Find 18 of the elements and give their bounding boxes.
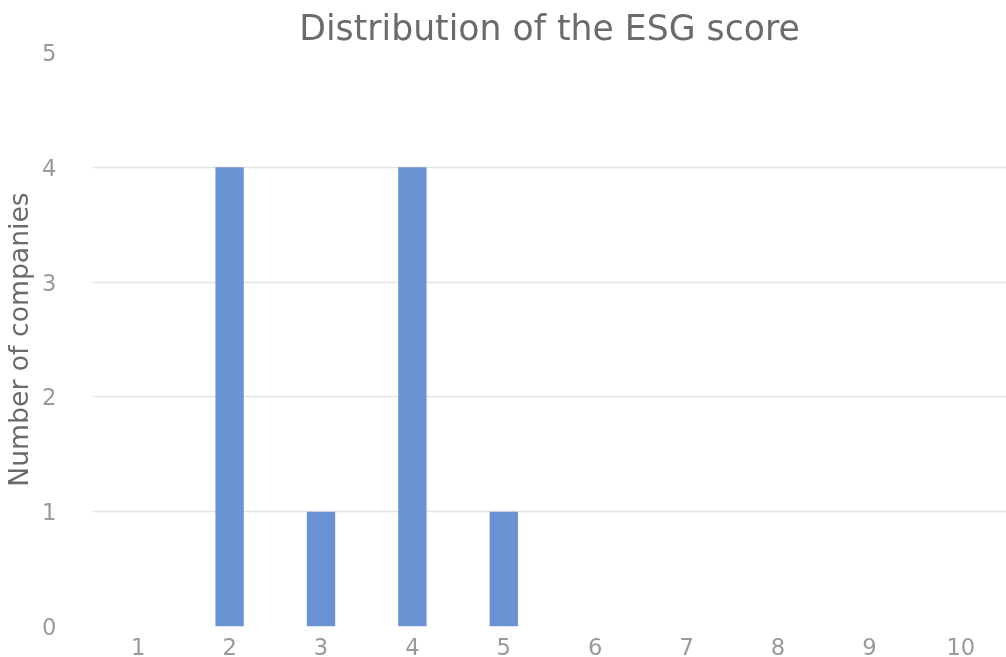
- x-tick-label: 1: [130, 633, 146, 657]
- y-tick-label: 4: [42, 154, 57, 181]
- x-tick-label: 3: [313, 633, 329, 657]
- x-tick-label: 4: [405, 633, 420, 657]
- x-tick-label: 6: [587, 633, 603, 657]
- y-tick-label: 3: [42, 269, 57, 296]
- y-tick-label: 5: [42, 40, 57, 66]
- x-tick-label: 2: [222, 633, 237, 657]
- x-tick-label: 5: [496, 633, 512, 657]
- y-tick-label: 0: [42, 614, 57, 640]
- y-tick-label: 1: [42, 499, 57, 526]
- y-tick-label: 2: [42, 384, 57, 411]
- x-tick-label: 7: [679, 633, 694, 657]
- x-tick-label: 8: [770, 633, 786, 657]
- y-axis-title: Number of companies: [3, 192, 35, 487]
- x-tick-label: 9: [862, 633, 877, 657]
- x-tick-label: 10: [946, 633, 976, 657]
- chart-title: Distribution of the ESG score: [299, 7, 800, 48]
